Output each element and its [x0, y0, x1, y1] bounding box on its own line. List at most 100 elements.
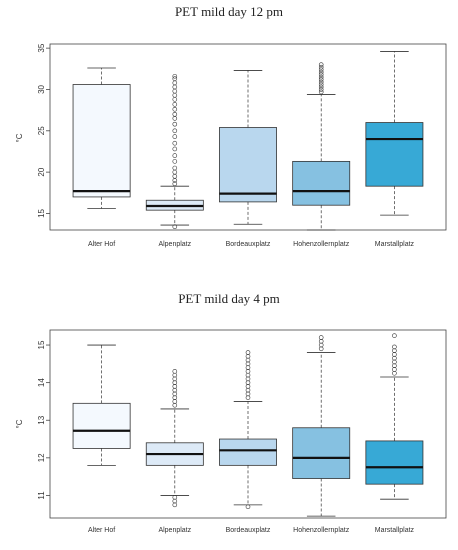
chart-2-plot: 11 12 13 14 15 Alter Hof Alpenplatz Bordeauxpla…: [37, 329, 447, 534]
outlier-point: [245, 372, 251, 378]
outlier-point: [172, 111, 178, 117]
category-label: Marstallplatz: [375, 241, 415, 248]
outlier-point: [172, 387, 178, 393]
outlier-point: [172, 502, 178, 508]
outlier-point: [318, 62, 324, 67]
outlier-point: [392, 370, 397, 376]
outlier-point: [172, 372, 178, 378]
category-label: Alpenplatz: [158, 241, 191, 248]
outlier-point: [392, 367, 397, 372]
outlier-point: [245, 369, 251, 374]
outlier-point: [172, 88, 178, 94]
outlier-point: [172, 97, 178, 102]
box-2: [145, 73, 204, 229]
outlier-point: [318, 64, 324, 70]
outlier-point: [172, 102, 178, 107]
outlier-point: [172, 116, 178, 121]
outlier-point: [172, 384, 178, 389]
outlier-point: [172, 80, 178, 86]
outlier-point: [172, 224, 178, 229]
outlier-point: [172, 146, 178, 152]
box-3: [219, 70, 277, 225]
box-4: [292, 335, 351, 517]
outlier-point: [245, 380, 251, 385]
outlier-point: [172, 391, 178, 397]
outlier-point: [392, 359, 397, 365]
outlier-point: [172, 169, 178, 175]
box-1: [72, 67, 131, 209]
y-tick-label: 15: [37, 340, 46, 349]
outlier-point: [392, 333, 397, 338]
box-1: [72, 344, 131, 466]
box-3: [219, 350, 277, 510]
outlier-point: [318, 84, 324, 90]
category-label: Alter Hof: [88, 527, 115, 534]
outlier-point: [172, 181, 178, 187]
box-2: [145, 369, 204, 508]
outlier-point: [245, 361, 251, 367]
chart-1-title: PET mild day 12 pm: [175, 4, 283, 19]
outlier-point: [318, 338, 324, 344]
box-iqr: [72, 402, 131, 449]
outlier-point: [318, 89, 324, 95]
outlier-point: [245, 357, 251, 363]
outlier-point: [245, 350, 251, 355]
box-4: [292, 62, 351, 231]
outlier-point: [172, 165, 178, 171]
y-tick-label: 13: [37, 415, 46, 424]
outlier-point: [172, 495, 178, 500]
outlier-point: [172, 399, 178, 404]
y-tick-label: 25: [37, 126, 46, 135]
chart-1-plot: 15 20 25 30 35 Alter Hof Alpenplatz Bordeauxpla…: [37, 43, 447, 248]
outlier-point: [392, 355, 397, 361]
outlier-point: [172, 159, 178, 164]
box-iqr: [365, 122, 424, 187]
outlier-point: [172, 134, 178, 139]
outlier-point: [318, 77, 324, 82]
outlier-point: [245, 387, 251, 393]
outlier-point: [172, 380, 178, 385]
outlier-point: [318, 72, 324, 77]
outlier-point: [245, 354, 251, 359]
outlier-point: [245, 384, 251, 389]
y-tick-label: 20: [37, 167, 46, 176]
outlier-point: [245, 395, 251, 400]
chart-2-title: PET mild day 4 pm: [178, 291, 280, 306]
outlier-point: [172, 498, 178, 504]
outlier-point: [392, 363, 397, 369]
box-iqr: [219, 438, 277, 466]
outlier-point: [318, 346, 324, 352]
y-tick-label: 11: [37, 491, 46, 500]
outlier-point: [245, 365, 251, 370]
box-iqr: [72, 84, 131, 198]
outlier-point: [318, 79, 324, 85]
outlier-point: [172, 153, 178, 158]
outlier-point: [392, 348, 397, 353]
box-5: [365, 51, 424, 216]
outlier-point: [318, 87, 324, 92]
outlier-point: [172, 121, 178, 127]
box-iqr: [219, 127, 277, 203]
y-tick-label: 15: [37, 208, 46, 217]
outlier-point: [172, 107, 178, 112]
y-tick-label: 35: [37, 43, 46, 52]
chart-2-ylabel: °C: [15, 419, 24, 428]
category-label: Marstallplatz: [375, 527, 415, 534]
outlier-point: [318, 69, 324, 75]
outlier-point: [172, 84, 178, 90]
category-label: Hohenzollernplatz: [293, 241, 350, 248]
plot-frame: [49, 43, 447, 231]
outlier-point: [245, 504, 251, 510]
outlier-point: [172, 76, 178, 82]
outlier-point: [245, 391, 251, 397]
category-label: Alpenplatz: [158, 527, 191, 534]
box-iqr: [292, 160, 351, 206]
category-label: Hohenzollernplatz: [293, 527, 350, 534]
outlier-point: [172, 395, 178, 400]
outlier-point: [172, 369, 178, 374]
box-iqr: [365, 440, 424, 485]
outlier-point: [172, 173, 178, 179]
outlier-point: [172, 140, 178, 146]
outlier-point: [392, 352, 397, 357]
